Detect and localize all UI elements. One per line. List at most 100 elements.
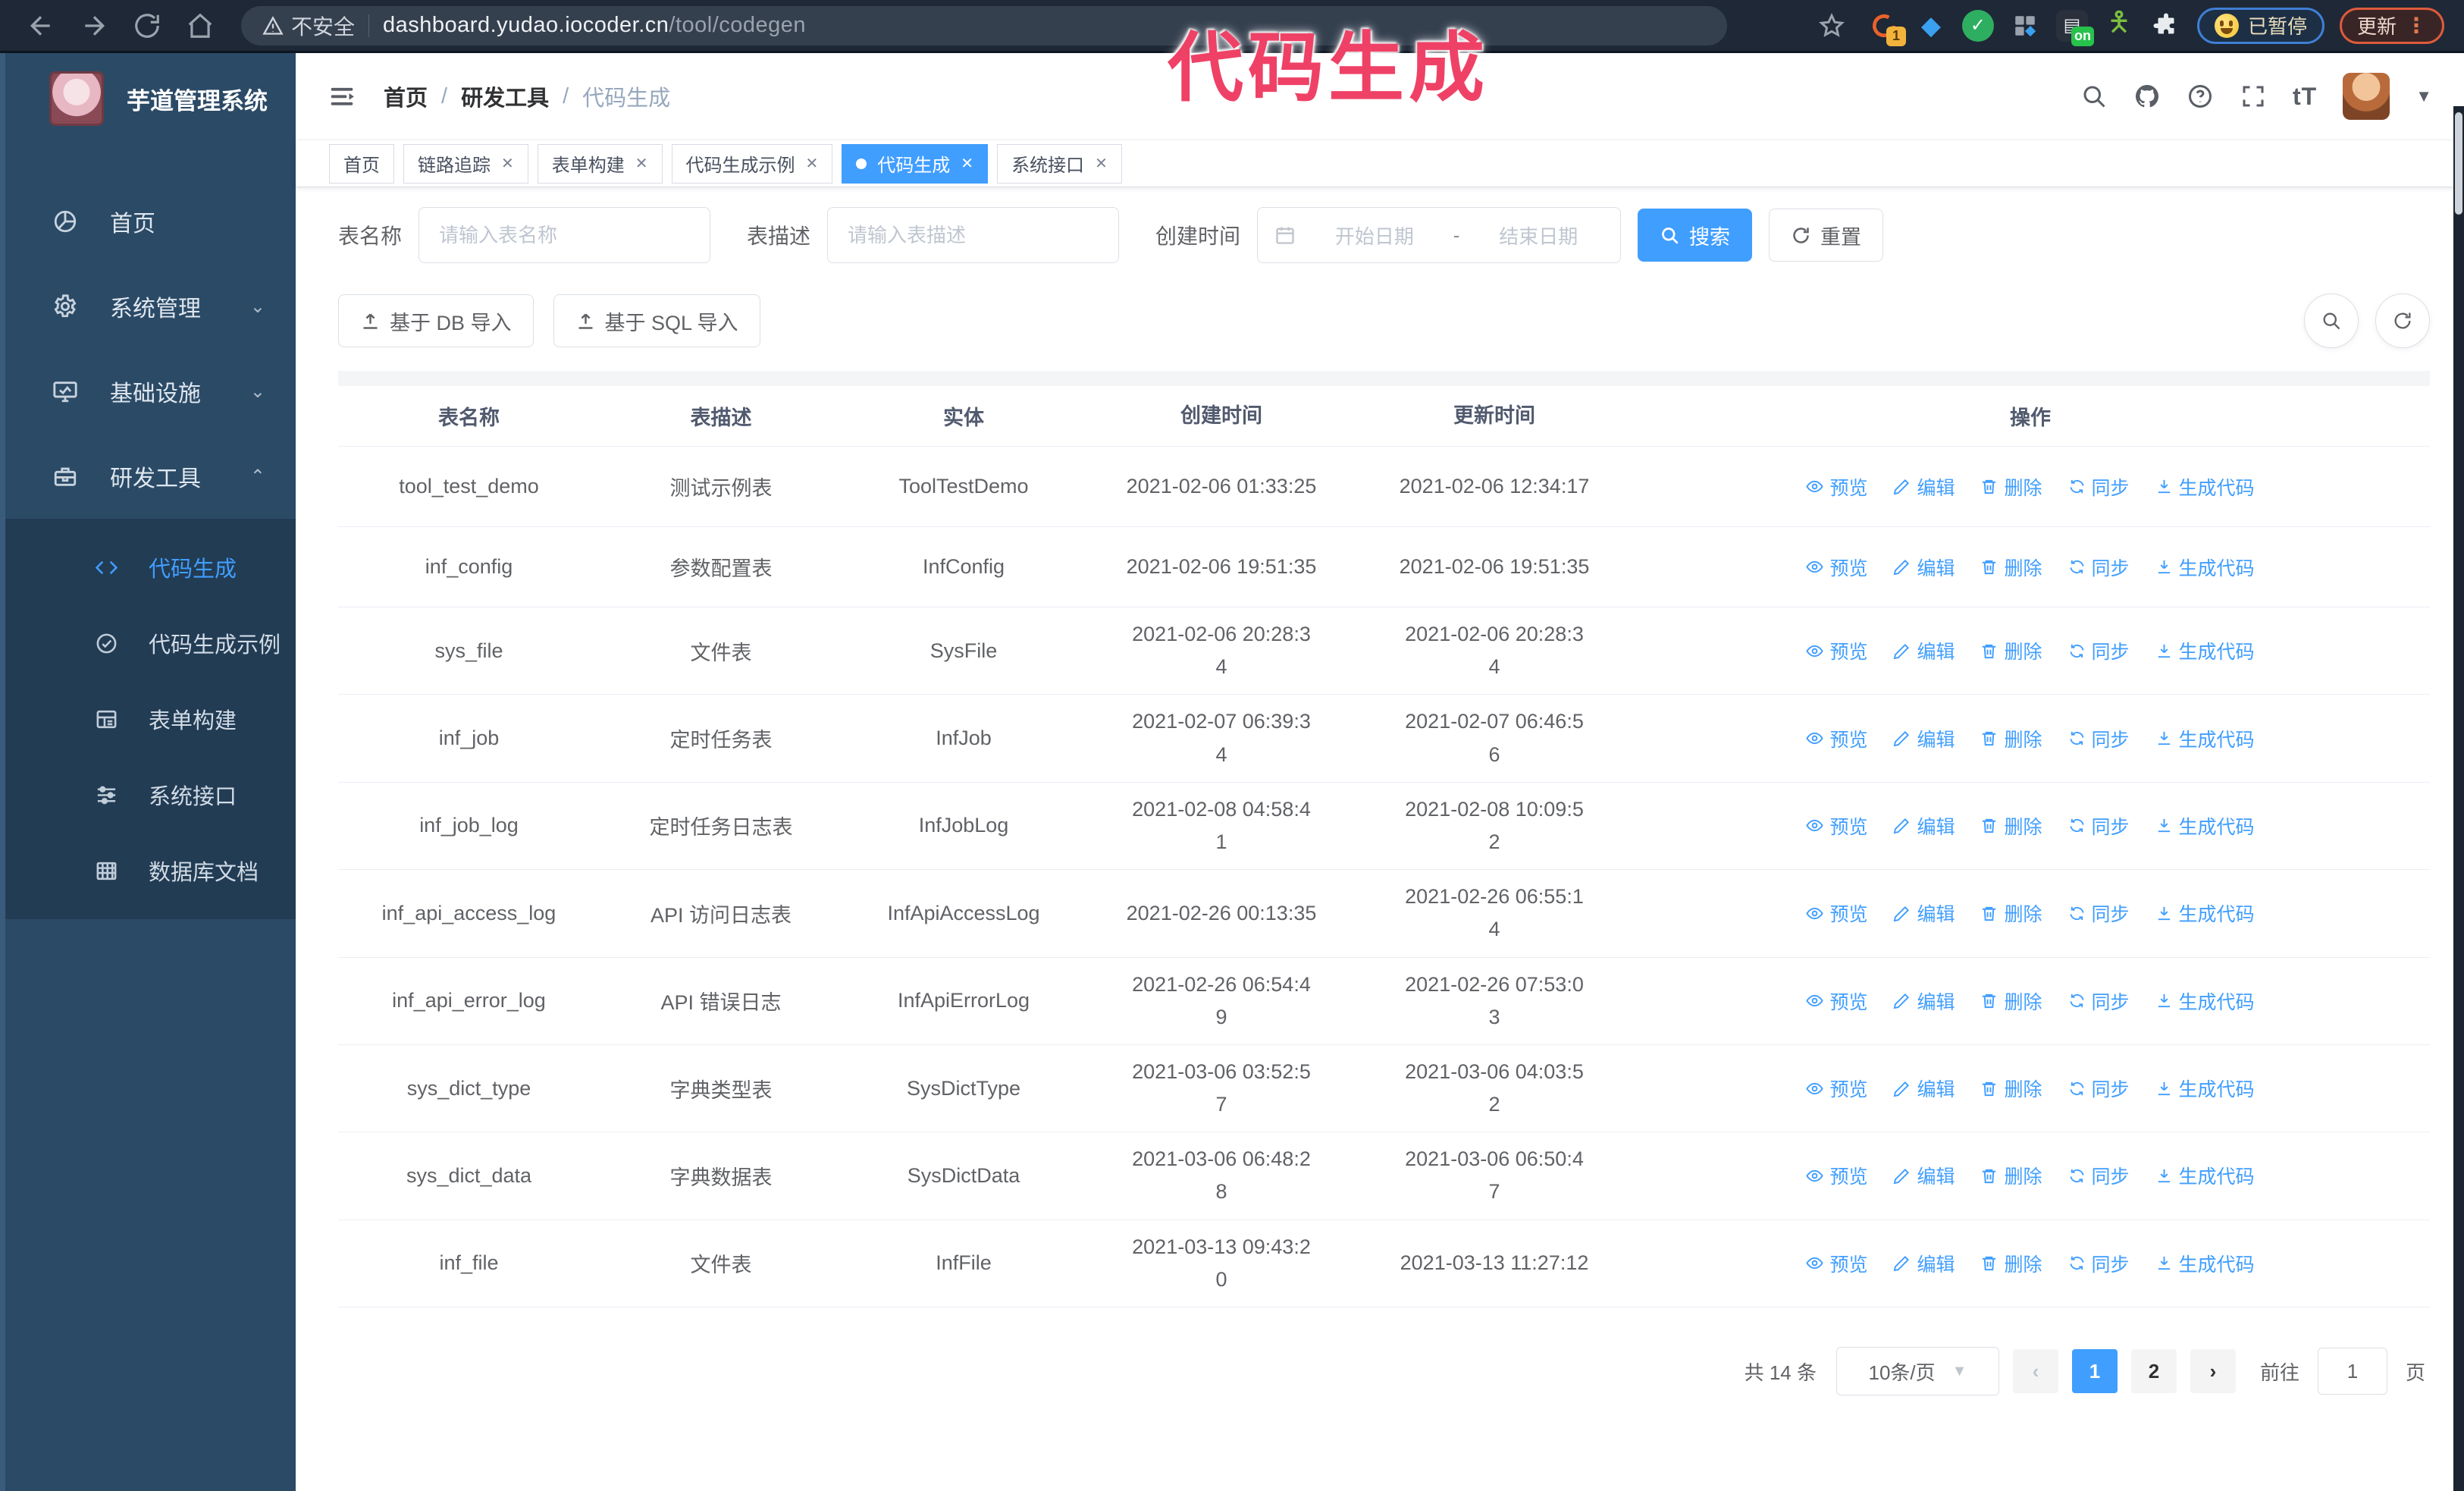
sync-link[interactable]: 同步 bbox=[2068, 1162, 2130, 1189]
scrollbar-thumb[interactable] bbox=[2455, 112, 2462, 215]
generate-code-link[interactable]: 生成代码 bbox=[2155, 725, 2255, 752]
delete-link[interactable]: 删除 bbox=[1980, 473, 2042, 501]
extension-icon-green-figure[interactable]: 🯅 bbox=[2107, 6, 2131, 37]
refresh-table-button[interactable] bbox=[2375, 293, 2430, 348]
sync-link[interactable]: 同步 bbox=[2068, 1075, 2130, 1102]
generate-code-link[interactable]: 生成代码 bbox=[2155, 637, 2255, 664]
edit-link[interactable]: 编辑 bbox=[1893, 987, 1955, 1015]
table-desc-input[interactable] bbox=[827, 207, 1120, 263]
close-icon[interactable]: ✕ bbox=[501, 155, 514, 172]
browser-home-icon[interactable] bbox=[179, 5, 221, 47]
tab-codegen[interactable]: 代码生成 ✕ bbox=[842, 143, 989, 184]
edit-link[interactable]: 编辑 bbox=[1893, 637, 1955, 664]
close-icon[interactable]: ✕ bbox=[635, 155, 648, 172]
edit-link[interactable]: 编辑 bbox=[1893, 725, 1955, 752]
hamburger-icon[interactable] bbox=[328, 82, 356, 111]
preview-link[interactable]: 预览 bbox=[1806, 637, 1867, 664]
search-icon[interactable] bbox=[2080, 83, 2108, 110]
preview-link[interactable]: 预览 bbox=[1806, 473, 1867, 501]
extensions-puzzle-icon[interactable] bbox=[2150, 10, 2182, 42]
edit-link[interactable]: 编辑 bbox=[1893, 1162, 1955, 1189]
edit-link[interactable]: 编辑 bbox=[1893, 473, 1955, 501]
preview-link[interactable]: 预览 bbox=[1806, 1250, 1867, 1277]
profile-paused-chip[interactable]: 已暂停 bbox=[2196, 7, 2324, 44]
tab-tracing[interactable]: 链路追踪 ✕ bbox=[403, 143, 528, 184]
chrome-update-button[interactable]: 更新 ⋮ bbox=[2339, 7, 2444, 44]
preview-link[interactable]: 预览 bbox=[1806, 899, 1867, 927]
tab-codegen-example[interactable]: 代码生成示例 ✕ bbox=[671, 143, 833, 184]
sync-link[interactable]: 同步 bbox=[2068, 1250, 2130, 1277]
date-range-picker[interactable]: 开始日期 - 结束日期 bbox=[1257, 207, 1622, 263]
delete-link[interactable]: 删除 bbox=[1980, 725, 2042, 752]
edit-link[interactable]: 编辑 bbox=[1893, 1075, 1955, 1102]
address-bar[interactable]: 不安全 dashboard.yudao.iocoder.cn/tool/code… bbox=[241, 5, 1727, 46]
next-page-button[interactable]: › bbox=[2190, 1349, 2236, 1393]
sync-link[interactable]: 同步 bbox=[2068, 899, 2130, 927]
sync-link[interactable]: 同步 bbox=[2068, 554, 2130, 581]
delete-link[interactable]: 删除 bbox=[1980, 554, 2042, 581]
page-scrollbar[interactable] bbox=[2453, 106, 2464, 1491]
sync-link[interactable]: 同步 bbox=[2068, 987, 2130, 1015]
extension-icon-dark[interactable]: ▤ on bbox=[2055, 9, 2094, 46]
generate-code-link[interactable]: 生成代码 bbox=[2155, 987, 2255, 1015]
edit-link[interactable]: 编辑 bbox=[1893, 812, 1955, 840]
browser-forward-icon[interactable] bbox=[73, 5, 115, 47]
generate-code-link[interactable]: 生成代码 bbox=[2155, 1075, 2255, 1102]
close-icon[interactable]: ✕ bbox=[961, 155, 974, 172]
toggle-search-button[interactable] bbox=[2304, 293, 2359, 348]
github-icon[interactable] bbox=[2133, 83, 2161, 110]
fullscreen-icon[interactable] bbox=[2240, 83, 2267, 110]
generate-code-link[interactable]: 生成代码 bbox=[2155, 554, 2255, 581]
browser-reload-icon[interactable] bbox=[126, 5, 168, 47]
sync-link[interactable]: 同步 bbox=[2068, 637, 2130, 664]
sync-link[interactable]: 同步 bbox=[2068, 812, 2130, 840]
delete-link[interactable]: 删除 bbox=[1980, 637, 2042, 664]
avatar-caret-down-icon[interactable]: ▼ bbox=[2415, 86, 2432, 105]
sync-link[interactable]: 同步 bbox=[2068, 725, 2130, 752]
generate-code-link[interactable]: 生成代码 bbox=[2155, 812, 2255, 840]
edit-link[interactable]: 编辑 bbox=[1893, 554, 1955, 581]
delete-link[interactable]: 删除 bbox=[1980, 1250, 2042, 1277]
table-name-input[interactable] bbox=[419, 207, 711, 263]
edit-link[interactable]: 编辑 bbox=[1893, 1250, 1955, 1277]
extension-icon-grid[interactable] bbox=[2009, 10, 2041, 42]
preview-link[interactable]: 预览 bbox=[1806, 725, 1867, 752]
preview-link[interactable]: 预览 bbox=[1806, 554, 1867, 581]
preview-link[interactable]: 预览 bbox=[1806, 812, 1867, 840]
page-button-1[interactable]: 1 bbox=[2071, 1349, 2118, 1393]
prev-page-button[interactable]: ‹ bbox=[2012, 1349, 2058, 1393]
sidebar-item-form-builder[interactable]: 表单构建 bbox=[5, 681, 296, 757]
sidebar-item-codegen-example[interactable]: 代码生成示例 bbox=[5, 605, 296, 681]
generate-code-link[interactable]: 生成代码 bbox=[2155, 1162, 2255, 1189]
user-avatar[interactable] bbox=[2343, 73, 2390, 120]
breadcrumb-home[interactable]: 首页 bbox=[384, 86, 428, 111]
search-button[interactable]: 搜索 bbox=[1638, 209, 1753, 262]
edit-link[interactable]: 编辑 bbox=[1893, 899, 1955, 927]
delete-link[interactable]: 删除 bbox=[1980, 987, 2042, 1015]
close-icon[interactable]: ✕ bbox=[805, 155, 819, 172]
tab-form-builder[interactable]: 表单构建 ✕ bbox=[537, 143, 663, 184]
sidebar-item-infra[interactable]: 基础设施 ⌄ bbox=[5, 349, 296, 434]
tab-home[interactable]: 首页 bbox=[329, 143, 394, 184]
page-button-2[interactable]: 2 bbox=[2130, 1349, 2177, 1393]
sidebar-item-codegen[interactable]: 代码生成 bbox=[5, 529, 296, 605]
import-db-button[interactable]: 基于 DB 导入 bbox=[338, 294, 534, 347]
generate-code-link[interactable]: 生成代码 bbox=[2155, 1250, 2255, 1277]
browser-menu-icon[interactable]: ⋮ bbox=[2406, 14, 2427, 37]
sidebar-item-system-api[interactable]: 系统接口 bbox=[5, 757, 296, 833]
reset-button[interactable]: 重置 bbox=[1769, 209, 1884, 262]
font-size-icon[interactable]: tT bbox=[2293, 82, 2318, 110]
help-icon[interactable] bbox=[2187, 83, 2214, 110]
preview-link[interactable]: 预览 bbox=[1806, 1075, 1867, 1102]
delete-link[interactable]: 删除 bbox=[1980, 1075, 2042, 1102]
close-icon[interactable]: ✕ bbox=[1095, 155, 1108, 172]
delete-link[interactable]: 删除 bbox=[1980, 899, 2042, 927]
generate-code-link[interactable]: 生成代码 bbox=[2155, 473, 2255, 501]
import-sql-button[interactable]: 基于 SQL 导入 bbox=[553, 294, 760, 347]
bookmark-star-icon[interactable] bbox=[1810, 5, 1853, 47]
preview-link[interactable]: 预览 bbox=[1806, 1162, 1867, 1189]
delete-link[interactable]: 删除 bbox=[1980, 812, 2042, 840]
extension-icon-gem[interactable]: ◆ bbox=[1920, 11, 1942, 40]
sync-link[interactable]: 同步 bbox=[2068, 473, 2130, 501]
generate-code-link[interactable]: 生成代码 bbox=[2155, 899, 2255, 927]
